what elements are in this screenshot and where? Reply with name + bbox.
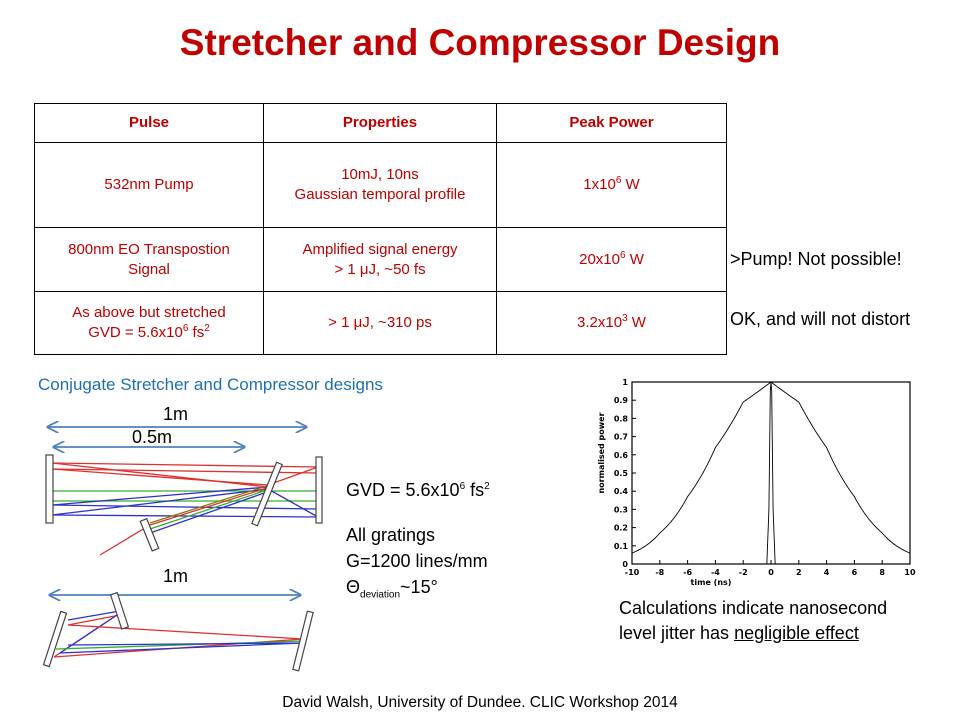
mirror-right (292, 610, 314, 672)
cell-peak-power: 20x106 W (496, 227, 727, 292)
mirror-right (315, 456, 323, 524)
y-tick-label: 0.8 (614, 414, 629, 423)
cell-pulse: 532nm Pump (34, 142, 264, 228)
x-tick-label: -2 (739, 568, 748, 577)
x-tick-label: 4 (824, 568, 830, 577)
diagram-subheading: Conjugate Stretcher and Compressor desig… (38, 375, 383, 394)
grating-1 (109, 591, 130, 630)
x-tick-label: 8 (879, 568, 885, 577)
grating-1 (251, 461, 283, 527)
x-tick-label: 6 (852, 568, 858, 577)
cell-pulse: 800nm EO Transpostion Signal (34, 227, 264, 292)
grating-2 (42, 610, 68, 668)
table-header-row: Pulse Properties Peak Power (34, 103, 727, 143)
x-axis-label: time (ns) (691, 578, 732, 587)
compressor-diagram (42, 585, 314, 672)
properties-table: Pulse Properties Peak Power 532nm Pump 1… (34, 103, 727, 355)
y-tick-label: 1 (622, 378, 628, 387)
y-tick-label: 0.2 (614, 524, 628, 533)
cell-peak-power: 1x106 W (496, 142, 727, 228)
beam-paths (53, 610, 304, 658)
header-pulse: Pulse (34, 103, 264, 143)
caption: Calculations indicate nanosecond level j… (619, 598, 888, 643)
note-not-possible: >Pump! Not possible! (730, 249, 902, 269)
label-05m: 0.5m (132, 427, 173, 447)
y-tick-label: 0.7 (614, 433, 628, 442)
y-axis-label: normalised power (597, 412, 606, 493)
slide-title: Stretcher and Compressor Design (179, 22, 781, 63)
y-tick-label: 0.9 (614, 396, 629, 405)
x-tick-label: 0 (768, 568, 774, 577)
jitter-power-chart: -10 -8 -6 -4 -2 0 2 4 6 8 10 0 0.1 0.2 0.3 0.4 0.5 0.6 0.7… (597, 378, 916, 587)
x-tick-label: 2 (796, 568, 802, 577)
cell-pulse: As above but stretched GVD = 5.6x106 fs2 (34, 291, 264, 355)
x-tick-label: -10 (625, 568, 640, 577)
y-tick-label: 0.5 (614, 469, 629, 478)
table-row: As above but stretched GVD = 5.6x106 fs2 … (34, 291, 727, 355)
y-tick-label: 0.3 (614, 505, 628, 514)
cell-properties: 10mJ, 10ns Gaussian temporal profile (263, 142, 497, 228)
footer: David Walsh, University of Dundee. CLIC … (282, 694, 678, 711)
gratings-info: All gratings G=1200 lines/mm Θdeviation~… (346, 525, 488, 601)
plot-frame (631, 381, 911, 565)
label-1m-top: 1m (163, 404, 189, 424)
y-tick-label: 0.1 (614, 542, 629, 551)
header-peak-power: Peak Power (496, 103, 727, 143)
header-properties: Properties (263, 103, 497, 143)
cell-properties: Amplified signal energy > 1 μJ, ~50 fs (263, 227, 497, 292)
x-tick-label: -6 (683, 568, 692, 577)
beam-paths (51, 462, 319, 556)
table-row: 532nm Pump 10mJ, 10ns Gaussian temporal p… (34, 142, 727, 228)
x-tick-label: -8 (655, 568, 664, 577)
label-1m-bottom: 1m (163, 566, 189, 586)
y-tick-label: 0.4 (614, 487, 629, 496)
cell-peak-power: 3.2x103 W (496, 291, 727, 355)
x-tick-label: 10 (904, 568, 916, 577)
series-narrow-pulse (632, 381, 910, 565)
series-wide-pulse (631, 381, 911, 554)
cell-properties: > 1 μJ, ~310 ps (263, 291, 497, 355)
y-tick-label: 0 (622, 560, 628, 569)
grating-2 (139, 517, 160, 552)
stretcher-diagram (45, 405, 323, 556)
mirror-left (45, 454, 54, 524)
y-tick-label: 0.6 (614, 451, 629, 460)
x-tick-label: -4 (711, 568, 720, 577)
note-will-not-distort: OK, and will not distort (730, 309, 911, 329)
gvd-value: GVD = 5.6x106 fs2 (346, 480, 490, 500)
table-row: 800nm EO Transpostion Signal Amplified si… (34, 227, 727, 292)
